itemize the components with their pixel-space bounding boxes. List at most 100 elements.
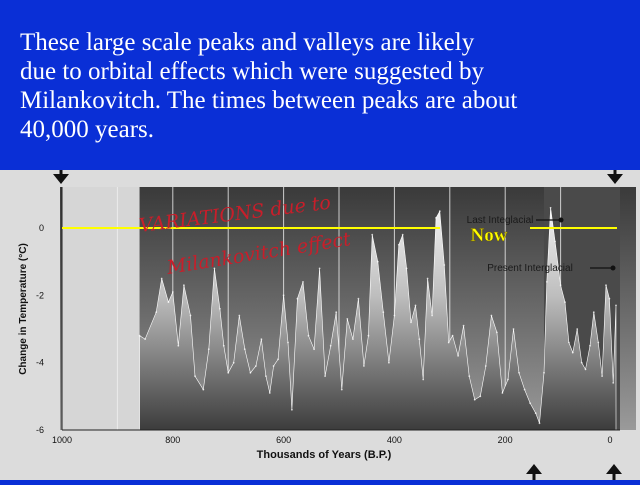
now-label: Now [471,225,508,246]
x-tick-label: 800 [165,435,180,445]
data-point [352,338,354,340]
data-point [376,260,379,263]
present-interglacial-label: Present Interglacial [487,263,573,274]
data-point [282,294,285,297]
data-point [313,348,315,351]
data-point [523,388,526,391]
data-point [272,365,275,367]
data-point [559,284,562,287]
data-point [268,392,271,394]
data-point [529,402,531,404]
data-point [426,277,429,280]
arrow-down-icon [53,170,69,184]
data-point [160,277,163,280]
data-point [302,281,304,283]
arrow-down-icon [607,170,623,184]
data-point [367,334,370,337]
data-point [534,412,537,415]
data-point [138,334,141,337]
data-point [479,395,482,398]
y-tick-label: -6 [36,425,44,435]
data-point [435,217,437,219]
data-point [183,284,185,287]
y-tick-label: -4 [36,358,44,368]
data-point [222,344,225,347]
data-point [207,348,210,351]
last-interglacial-dot [558,217,564,223]
data-point [277,358,279,361]
data-point [543,371,545,374]
data-point [363,365,365,367]
data-point [496,331,498,334]
data-point [554,240,556,243]
present-interglacial-dot [610,265,616,271]
temperature-chart: 1000 800 600 400 200 0 0 -2 -4 -6 Thousands of Ye… [0,170,640,480]
data-point [296,297,299,300]
data-point [512,328,515,330]
data-point [418,338,421,340]
data-point [490,314,493,317]
data-point [397,243,400,246]
data-point [287,341,289,344]
data-point [194,375,196,377]
data-point [422,378,425,381]
data-point [608,297,611,300]
data-point [549,206,552,209]
data-point [410,321,412,324]
data-point [243,348,246,351]
data-point [589,344,591,347]
x-axis-title: Thousands of Years (B.P.) [257,449,392,461]
data-point [468,375,471,377]
temperature-area [139,207,617,431]
data-point [538,422,541,425]
data-point [545,281,548,283]
data-point [447,341,450,344]
data-point [518,371,520,374]
data-point [171,291,174,293]
data-point [438,210,441,213]
last-interglacial-label: Last Integlacial [467,215,534,226]
data-point [144,338,147,340]
data-point [291,408,293,411]
data-point [571,351,574,354]
data-point [451,334,454,337]
data-point [568,341,570,344]
data-point [260,338,263,340]
arrow-up-icon [606,464,622,480]
data-point [605,284,607,287]
data-point [414,304,417,307]
data-point [564,301,566,303]
slide-text-line: due to orbital effects which were sugges… [20,58,484,85]
data-point [431,314,433,317]
data-point [202,388,205,391]
data-point [265,375,267,377]
slide-text-line: 40,000 years. [20,116,154,143]
data-point [457,355,459,357]
y-axis-title: Change in Temperature (°C) [18,243,29,375]
data-point [393,314,396,317]
data-point [580,361,583,364]
data-point [401,233,404,236]
data-point [501,392,504,394]
data-point [232,361,235,364]
data-point [592,311,595,314]
slide-text: These large scale peaks and valleys are … [20,28,630,144]
data-point [371,233,374,236]
data-point [405,267,408,270]
data-point [346,318,349,320]
x-tick-label: 400 [387,435,402,445]
data-point [382,311,385,314]
data-point [324,375,326,377]
data-point [484,365,487,367]
data-point [335,311,338,314]
data-point [167,301,170,303]
y-tick-label: 0 [39,223,44,233]
data-point [584,368,587,371]
data-point [249,371,252,374]
data-point [601,375,603,377]
data-point [238,314,241,317]
data-point [219,307,221,310]
data-point [443,264,446,266]
data-point [462,324,465,327]
data-point [213,267,216,270]
